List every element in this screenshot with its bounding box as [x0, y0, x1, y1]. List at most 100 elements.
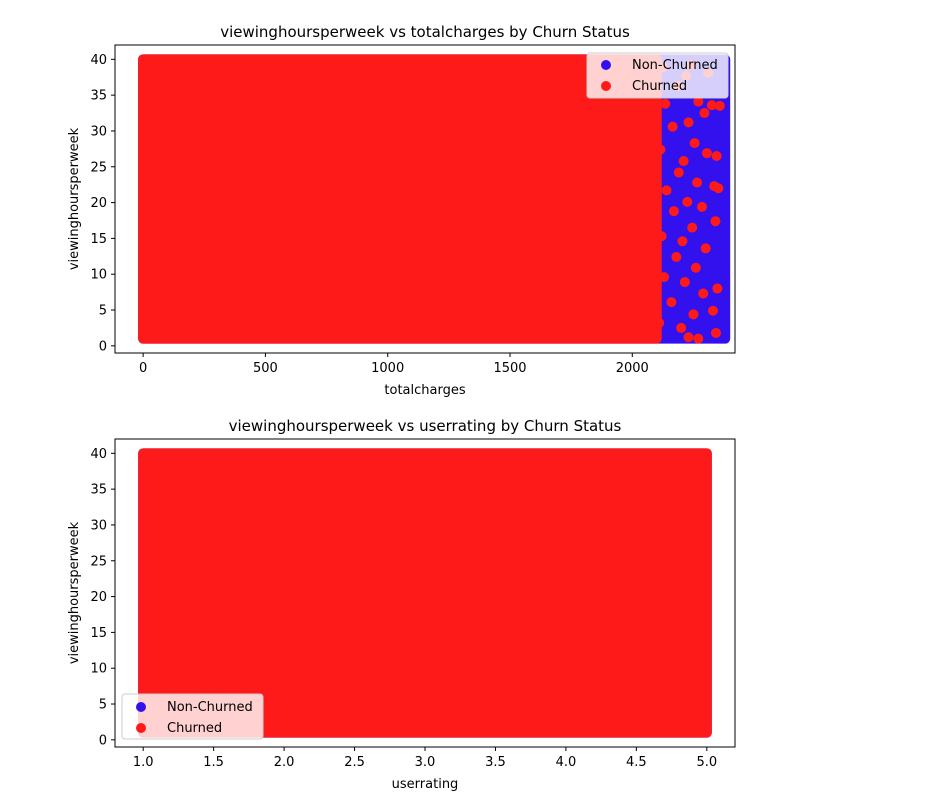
point-non-churned	[706, 198, 717, 209]
point-non-churned	[714, 162, 725, 173]
y-tick-label: 5	[99, 304, 107, 319]
x-tick-label: 4.5	[626, 755, 647, 770]
point-churned	[671, 252, 682, 263]
point-churned	[668, 206, 679, 217]
point-churned	[682, 196, 693, 207]
point-churned	[692, 177, 703, 188]
point-non-churned	[699, 217, 710, 228]
y-tick-label: 35	[90, 89, 107, 104]
x-tick-label: 0	[139, 361, 147, 376]
y-tick-label: 15	[90, 626, 107, 641]
y-tick-label: 10	[90, 268, 107, 283]
legend-marker-churned	[601, 81, 611, 91]
point-churned	[690, 262, 701, 273]
y-tick-label: 0	[99, 339, 107, 354]
plot-area	[138, 448, 712, 738]
point-non-churned	[715, 315, 726, 326]
point-churned	[712, 283, 723, 294]
x-axis-ticks: 1.0 1.5 2.0 2.5 3.0 3.5 4.0 4.5 5.0	[133, 747, 717, 770]
point-churned	[693, 96, 704, 107]
point-churned	[677, 236, 688, 247]
y-axis-label: viewinghoursperweek	[67, 521, 82, 664]
chart-title: viewinghoursperweek vs userrating by Chu…	[229, 417, 622, 435]
point-churned	[711, 151, 722, 162]
point-non-churned	[714, 294, 725, 305]
y-axis-ticks: 0 5 10 15 20 25 30 35 40	[90, 53, 115, 354]
legend-label-non-churned: Non-Churned	[167, 700, 253, 715]
legend-box	[121, 693, 264, 740]
legend-marker-non-churned	[601, 60, 611, 70]
point-churned	[689, 138, 700, 149]
point-churned	[659, 272, 670, 283]
point-churned	[700, 243, 711, 254]
legend: Non-Churned Churned	[586, 52, 729, 99]
point-churned	[706, 100, 717, 111]
point-churned	[656, 231, 667, 242]
point-churned	[676, 322, 687, 333]
y-tick-label: 20	[90, 196, 107, 211]
dense-cluster-churned	[138, 54, 662, 344]
point-non-churned	[715, 229, 726, 240]
point-churned	[701, 148, 712, 159]
subplot-userrating: viewinghoursperweek vs userrating by Chu…	[67, 417, 736, 792]
point-non-churned	[712, 249, 723, 260]
legend-box	[586, 52, 729, 99]
point-churned	[660, 98, 671, 109]
axes-frame	[114, 44, 736, 354]
point-churned	[661, 185, 672, 196]
point-non-churned	[698, 302, 709, 313]
chart-title: viewinghoursperweek vs totalcharges by C…	[220, 23, 630, 41]
legend: Non-Churned Churned	[121, 693, 264, 740]
x-tick-label: 1000	[371, 361, 404, 376]
plot-area	[138, 54, 731, 344]
point-non-churned	[711, 207, 722, 218]
x-tick-label: 1.5	[203, 755, 224, 770]
y-tick-label: 5	[99, 698, 107, 713]
x-tick-label: 3.5	[485, 755, 506, 770]
point-churned	[710, 327, 721, 338]
x-axis-ticks: 0 500 1000 1500 2000	[139, 353, 649, 376]
point-non-churned	[716, 274, 727, 285]
x-axis-label: totalcharges	[384, 383, 465, 398]
x-tick-label: 2.0	[274, 755, 295, 770]
point-churned	[654, 317, 665, 328]
y-axis-label: viewinghoursperweek	[67, 127, 82, 270]
y-tick-label: 30	[90, 124, 107, 139]
point-churned	[683, 117, 694, 128]
point-churned	[699, 108, 710, 119]
point-churned	[696, 201, 707, 212]
dense-cluster-churned	[138, 448, 712, 738]
point-non-churned	[715, 141, 726, 152]
y-tick-label: 0	[99, 733, 107, 748]
point-churned	[667, 121, 678, 132]
y-tick-label: 10	[90, 662, 107, 677]
point-churned	[713, 183, 724, 194]
x-tick-label: 2.5	[344, 755, 365, 770]
y-tick-label: 25	[90, 160, 107, 175]
legend-marker-non-churned	[136, 702, 146, 712]
x-tick-label: 1500	[493, 361, 526, 376]
point-churned	[678, 156, 689, 167]
point-non-churned	[712, 115, 723, 126]
y-tick-label: 15	[90, 232, 107, 247]
point-non-churned	[698, 126, 709, 137]
x-tick-label: 2000	[616, 361, 649, 376]
x-tick-label: 3.0	[415, 755, 436, 770]
x-tick-label: 500	[253, 361, 278, 376]
legend-label-churned: Churned	[167, 721, 222, 736]
point-churned	[655, 144, 666, 155]
point-churned	[688, 309, 699, 320]
y-tick-label: 40	[90, 447, 107, 462]
point-churned	[666, 297, 677, 308]
point-churned	[710, 216, 721, 227]
point-churned	[683, 332, 694, 343]
x-axis-label: userrating	[392, 777, 459, 792]
point-churned	[698, 288, 709, 299]
x-tick-label: 5.0	[696, 755, 717, 770]
y-tick-label: 20	[90, 590, 107, 605]
y-axis-ticks: 0 5 10 15 20 25 30 35 40	[90, 447, 115, 748]
point-churned	[673, 167, 684, 178]
subplot-totalcharges: viewinghoursperweek vs totalcharges by C…	[67, 23, 736, 398]
x-tick-label: 1.0	[133, 755, 154, 770]
